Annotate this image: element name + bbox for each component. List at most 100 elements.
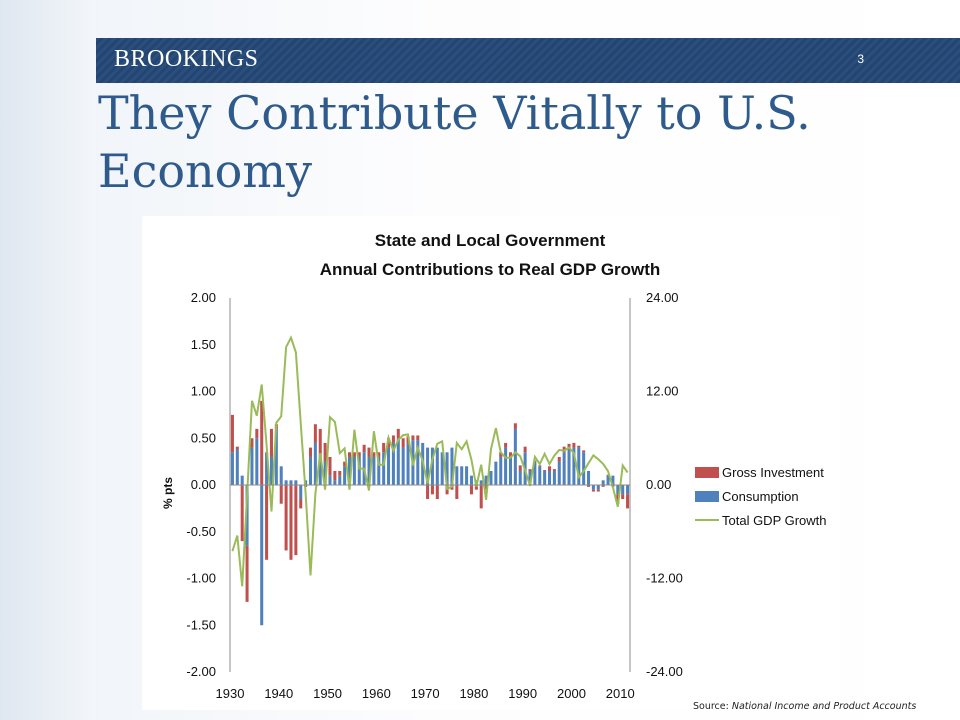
y-tick-label: -1.00 bbox=[186, 571, 216, 586]
consumption-bar bbox=[343, 466, 347, 485]
consumption-bar bbox=[396, 438, 400, 485]
y-axis-label: % pts bbox=[161, 477, 175, 509]
gross-investment-bar bbox=[401, 438, 405, 448]
consumption-bar bbox=[338, 475, 342, 485]
gross-investment-bar bbox=[435, 485, 439, 500]
y2-tick-label: 0.00 bbox=[646, 477, 671, 492]
consumption-bar bbox=[518, 470, 522, 485]
gross-investment-bar bbox=[367, 447, 371, 457]
gross-investment-bar bbox=[479, 485, 483, 509]
gross-investment-bar bbox=[269, 428, 273, 457]
x-tick-label: 1950 bbox=[313, 686, 342, 701]
consumption-bar bbox=[391, 442, 395, 485]
legend-swatch bbox=[695, 467, 719, 478]
x-tick-label: 1970 bbox=[411, 686, 440, 701]
gross-investment-bar bbox=[582, 450, 586, 453]
gross-investment-bar bbox=[411, 435, 415, 441]
consumption-bar bbox=[445, 452, 449, 485]
consumption-bar bbox=[323, 461, 327, 485]
gross-investment-bar bbox=[279, 485, 283, 504]
gross-investment-bar bbox=[577, 445, 581, 448]
gross-investment-bar bbox=[572, 442, 576, 448]
source-note: Source: National Income and Product Acco… bbox=[693, 701, 916, 712]
consumption-bar bbox=[465, 466, 469, 485]
consumption-bar bbox=[269, 456, 273, 485]
slide-title: They Contribute Vitally to U.S. Economy bbox=[98, 86, 811, 198]
consumption-bar bbox=[611, 475, 615, 485]
gross-investment-bar bbox=[250, 438, 254, 448]
gross-investment-bar bbox=[621, 494, 625, 500]
x-tick-label: 1980 bbox=[459, 686, 488, 701]
consumption-bar bbox=[299, 485, 303, 500]
gross-investment-bar bbox=[382, 442, 386, 453]
consumption-bar bbox=[460, 466, 464, 485]
consumption-bar bbox=[289, 480, 293, 485]
consumption-bar bbox=[484, 475, 488, 485]
gross-investment-bar bbox=[328, 456, 332, 476]
left-gradient-bar bbox=[0, 0, 96, 720]
legend-swatch bbox=[695, 491, 719, 502]
gross-investment-bar bbox=[265, 485, 269, 560]
consumption-bar bbox=[235, 449, 239, 485]
y-tick-label: 1.50 bbox=[191, 337, 216, 352]
consumption-bar bbox=[435, 447, 439, 485]
consumption-bar bbox=[352, 456, 356, 485]
gross-investment-bar bbox=[523, 446, 527, 453]
consumption-bar bbox=[548, 470, 552, 485]
gross-investment-bar bbox=[591, 489, 595, 492]
gross-investment-bar bbox=[255, 428, 259, 439]
consumption-bar bbox=[279, 466, 283, 485]
gross-investment-bar bbox=[499, 452, 503, 457]
consumption-bar bbox=[533, 461, 537, 485]
gross-investment-bar bbox=[552, 469, 556, 471]
gross-investment-bar bbox=[377, 452, 381, 457]
gross-investment-bar bbox=[245, 545, 249, 602]
consumption-bar bbox=[557, 461, 561, 485]
consumption-bar bbox=[479, 480, 483, 485]
y-tick-label: 0.50 bbox=[191, 430, 216, 445]
consumption-bar bbox=[587, 470, 591, 485]
legend-label: Gross Investment bbox=[722, 465, 824, 480]
consumption-bar bbox=[621, 485, 625, 495]
consumption-bar bbox=[616, 485, 620, 495]
consumption-bar bbox=[455, 466, 459, 485]
x-tick-label: 1960 bbox=[362, 686, 391, 701]
gross-investment-bar bbox=[513, 423, 517, 429]
gross-investment-bar bbox=[235, 446, 239, 450]
x-tick-label: 2000 bbox=[557, 686, 586, 701]
consumption-bar bbox=[499, 456, 503, 485]
gross-investment-bar bbox=[308, 447, 312, 457]
consumption-bar bbox=[494, 461, 498, 485]
consumption-bar bbox=[240, 475, 244, 485]
brand-logo: BROOKINGS bbox=[114, 46, 259, 72]
consumption-bar bbox=[377, 456, 381, 485]
consumption-bar bbox=[401, 447, 405, 485]
gdp-growth-line bbox=[231, 335, 629, 587]
consumption-bar bbox=[230, 452, 234, 485]
gross-investment-bar bbox=[260, 400, 264, 485]
y2-tick-label: 12.00 bbox=[646, 384, 679, 399]
gross-investment-bar bbox=[357, 452, 361, 457]
gross-investment-bar bbox=[543, 470, 547, 471]
gross-investment-bar bbox=[289, 485, 293, 560]
y2-tick-label: -12.00 bbox=[646, 571, 683, 586]
x-tick-label: 1990 bbox=[508, 686, 537, 701]
gross-investment-bar bbox=[391, 435, 395, 443]
gross-investment-bar bbox=[333, 470, 337, 481]
consumption-bar bbox=[348, 456, 352, 485]
consumption-bar bbox=[513, 428, 517, 485]
gross-investment-bar bbox=[562, 446, 566, 453]
consumption-bar bbox=[528, 470, 532, 485]
chart-panel: State and Local Government Annual Contri… bbox=[142, 216, 840, 710]
consumption-bar bbox=[357, 456, 361, 485]
y-tick-label: -0.50 bbox=[186, 524, 216, 539]
consumption-bar bbox=[308, 456, 312, 485]
consumption-bar bbox=[562, 452, 566, 485]
gross-investment-bar bbox=[508, 452, 512, 457]
gross-investment-bar bbox=[587, 485, 591, 487]
x-tick-label: 1940 bbox=[264, 686, 293, 701]
y2-tick-label: -24.00 bbox=[646, 664, 683, 679]
gross-investment-bar bbox=[284, 485, 288, 551]
source-prefix: Source: bbox=[693, 701, 729, 712]
gross-investment-bar bbox=[318, 428, 322, 457]
